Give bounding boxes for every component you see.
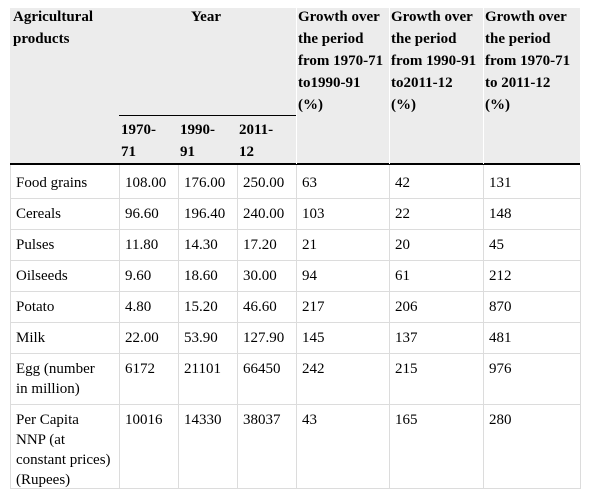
header-bottom-rule: [10, 163, 580, 165]
cell-g3: 212: [489, 268, 512, 284]
cell-g3: 481: [489, 330, 512, 346]
row-divider: [10, 404, 580, 405]
product-name: Cereals: [16, 206, 61, 222]
cell-v1: 11.80: [125, 237, 159, 253]
column-divider: [483, 165, 484, 489]
cell-g1: 217: [302, 299, 325, 315]
cell-g3: 45: [489, 237, 504, 253]
cell-g2: 137: [395, 330, 418, 346]
cell-g1: 63: [302, 175, 317, 191]
cell-g2: 206: [395, 299, 418, 315]
header-product-line1: Agricultural: [13, 9, 93, 25]
row-divider: [10, 488, 580, 489]
cell-v3: 17.20: [243, 237, 277, 253]
cell-v3: 66450: [243, 361, 281, 377]
cell-v3: 127.90: [243, 330, 285, 346]
cell-g2: 42: [395, 175, 410, 191]
cell-g3: 148: [489, 206, 512, 222]
cell-g1: 242: [302, 361, 325, 377]
cell-v3: 240.00: [243, 206, 285, 222]
cell-g2: 61: [395, 268, 410, 284]
table-header: [10, 8, 580, 164]
column-divider: [178, 165, 179, 489]
cell-v2: 176.00: [184, 175, 226, 191]
column-divider: [10, 165, 11, 489]
header-year-2011-line2: 12: [239, 144, 254, 160]
cell-g2: 20: [395, 237, 410, 253]
cell-g1: 103: [302, 206, 325, 222]
cell-g3: 976: [489, 361, 512, 377]
cell-v3: 38037: [243, 412, 281, 428]
product-name: Potato: [16, 299, 55, 315]
row-divider: [10, 260, 580, 261]
product-name: Milk: [16, 330, 46, 346]
column-divider: [119, 165, 120, 489]
cell-v2: 53.90: [184, 330, 218, 346]
cell-g3: 280: [489, 412, 512, 428]
cell-v1: 108.00: [125, 175, 167, 191]
cell-g2: 22: [395, 206, 410, 222]
header-year-1990-line2: 91: [180, 144, 195, 160]
cell-v2: 18.60: [184, 268, 218, 284]
cell-g1: 94: [302, 268, 317, 284]
header-year-1990-line1: 1990-: [180, 122, 215, 138]
cell-v1: 96.60: [125, 206, 159, 222]
cell-v3: 30.00: [243, 268, 277, 284]
header-year: Year: [191, 9, 221, 25]
product-name: Per Capita NNP (at constant prices) (Rupees…: [16, 412, 111, 488]
cell-g2: 215: [395, 361, 418, 377]
column-divider: [296, 165, 297, 489]
product-name: Food grains: [16, 175, 88, 191]
row-divider: [10, 291, 580, 292]
row-divider: [10, 353, 580, 354]
column-divider: [389, 165, 390, 489]
header-year-2011-line1: 2011-: [239, 122, 274, 138]
product-name: Pulses: [16, 237, 55, 253]
product-name: Oilseeds: [16, 268, 68, 284]
column-divider: [237, 165, 238, 489]
cell-v2: 15.20: [184, 299, 218, 315]
cell-v2: 196.40: [184, 206, 226, 222]
cell-v1: 4.80: [125, 299, 152, 315]
cell-v2: 21101: [184, 361, 221, 377]
row-divider: [10, 322, 580, 323]
cell-v2: 14.30: [184, 237, 218, 253]
cell-v1: 10016: [125, 412, 163, 428]
header-year-1970-line2: 71: [121, 144, 136, 160]
cell-g3: 870: [489, 299, 512, 315]
cell-v3: 46.60: [243, 299, 277, 315]
header-product-line2: products: [13, 31, 70, 47]
cell-g1: 43: [302, 412, 317, 428]
cell-v1: 9.60: [125, 268, 152, 284]
row-divider: [10, 198, 580, 199]
cell-g3: 131: [489, 175, 512, 191]
cell-v3: 250.00: [243, 175, 285, 191]
header-year-1970-line1: 1970-: [121, 122, 156, 138]
column-divider: [580, 165, 581, 489]
cell-v1: 6172: [125, 361, 155, 377]
cell-g2: 165: [395, 412, 418, 428]
cell-v1: 22.00: [125, 330, 159, 346]
year-group-rule: [119, 115, 296, 116]
cell-g1: 145: [302, 330, 325, 346]
row-divider: [10, 229, 580, 230]
cell-g1: 21: [302, 237, 317, 253]
cell-v2: 14330: [184, 412, 222, 428]
product-name: Egg (number in million): [16, 361, 95, 397]
